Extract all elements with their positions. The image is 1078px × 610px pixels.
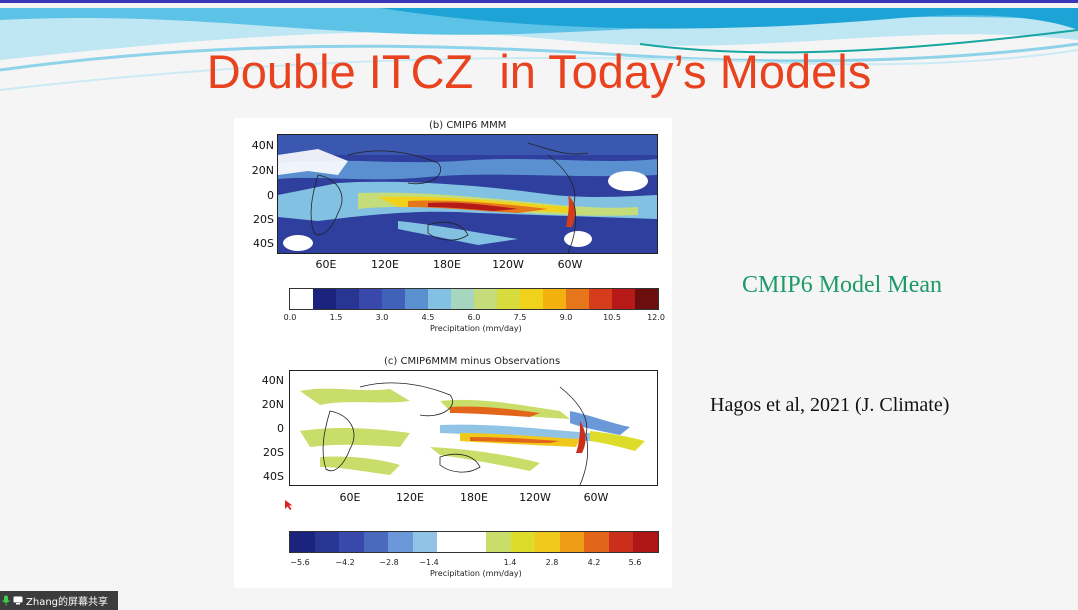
panel-b-lat-label: 40S (253, 237, 274, 250)
panel-c-lat-label: 20N (261, 398, 284, 411)
panel-c-lon-label: 180E (460, 491, 488, 504)
panel-b-colorbar-tick: 3.0 (375, 313, 389, 322)
panel-c-colorbar-tick: −2.8 (379, 558, 399, 567)
panel-b-title: (b) CMIP6 MMM (429, 120, 507, 131)
colorbar-segment (428, 289, 451, 309)
colorbar-segment (363, 532, 389, 552)
microphone-icon[interactable] (2, 595, 10, 606)
mouse-cursor-icon (285, 500, 293, 510)
colorbar-segment (486, 532, 511, 552)
screen-share-icon (13, 596, 23, 605)
colorbar-segment (633, 532, 658, 552)
panel-c-lon-label: 60W (583, 491, 609, 504)
panel-c-colorbar-tick: −5.6 (290, 558, 310, 567)
panel-b-lat-label: 20S (253, 213, 274, 226)
colorbar-segment (608, 532, 634, 552)
panel-b-colorbar-tick: 9.0 (559, 313, 573, 322)
panel-c-colorbar-tick: 4.2 (587, 558, 601, 567)
colorbar-segment (451, 289, 474, 309)
panel-b-colorbar-tick: 1.5 (329, 313, 343, 322)
panel-c-bias-map (289, 370, 658, 486)
reference-annotation: Hagos et al, 2021 (J. Climate) (710, 394, 950, 416)
panel-c-colorbar-tick: 5.6 (628, 558, 642, 567)
colorbar-segment (543, 289, 566, 309)
colorbar-segment (290, 289, 313, 309)
colorbar-segment (336, 289, 359, 309)
slide-title: Double ITCZ in Today’s Models (206, 45, 872, 98)
panel-c-colorbar-tick: −4.2 (335, 558, 355, 567)
panel-b-colorbar-label: Precipitation (mm/day) (430, 324, 522, 333)
colorbar-segment (520, 289, 543, 309)
colorbar-segment (584, 532, 609, 552)
panel-b-colorbar-tick: 10.5 (603, 313, 621, 322)
colorbar-segment (559, 532, 585, 552)
colorbar-segment (635, 289, 658, 309)
panel-c-colorbar-tick: 1.4 (503, 558, 517, 567)
panel-b-colorbar-tick: 4.5 (421, 313, 435, 322)
panel-b-colorbar-tick: 12.0 (647, 313, 665, 322)
panel-c-lat-label: 40S (263, 470, 284, 483)
colorbar-segment (290, 532, 315, 552)
model-mean-annotation: CMIP6 Model Mean (742, 272, 942, 298)
panel-c-colorbar-label: Precipitation (mm/day) (430, 569, 522, 578)
panel-b-colorbar-tick: 7.5 (513, 313, 527, 322)
panel-c-colorbar (289, 531, 659, 553)
panel-c-lat-label: 40N (261, 374, 284, 387)
panel-b-colorbar-tick: 0.0 (283, 313, 297, 322)
colorbar-segment (412, 532, 438, 552)
panel-c-colorbar-tick: 2.8 (545, 558, 559, 567)
panel-c-lat-label: 20S (263, 446, 284, 459)
panel-b-colorbar-tick: 6.0 (467, 313, 481, 322)
panel-c-lon-label: 120E (396, 491, 424, 504)
colorbar-segment (535, 532, 560, 552)
colorbar-segment (461, 532, 487, 552)
panel-b-precipitation-map (277, 134, 658, 254)
header-wave-decoration (0, 8, 1078, 91)
panel-b-lon-label: 120W (492, 258, 524, 271)
colorbar-segment (612, 289, 635, 309)
colorbar-segment (566, 289, 589, 309)
colorbar-segment (313, 289, 336, 309)
colorbar-segment (339, 532, 364, 552)
colorbar-segment (405, 289, 428, 309)
colorbar-segment (314, 532, 340, 552)
panel-c-title: (c) CMIP6MMM minus Observations (384, 356, 561, 367)
panel-b-lon-label: 180E (433, 258, 461, 271)
panel-b-lat-label: 20N (251, 164, 274, 177)
colorbar-segment (437, 532, 462, 552)
panel-b-lon-label: 60W (557, 258, 583, 271)
panel-b-lon-label: 120E (371, 258, 399, 271)
figure-panel: (b) CMIP6 MMM 40N 20N 0 20S 40S (234, 118, 672, 588)
panel-c-lon-label: 60E (339, 491, 361, 504)
panel-c-lon-label: 120W (519, 491, 551, 504)
panel-c-colorbar-tick: −1.4 (419, 558, 439, 567)
panel-b-lat-label: 0 (267, 189, 274, 202)
colorbar-segment (497, 289, 520, 309)
screen-share-label: Zhang的屏幕共享 (26, 597, 109, 608)
screen-share-indicator[interactable]: Zhang的屏幕共享 (0, 591, 118, 610)
colorbar-segment (382, 289, 405, 309)
colorbar-segment (359, 289, 382, 309)
colorbar-segment (388, 532, 413, 552)
window-top-border (0, 0, 1078, 3)
panel-b-lon-label: 60E (315, 258, 337, 271)
panel-c-lat-label: 0 (277, 422, 284, 435)
panel-b-lat-label: 40N (251, 139, 274, 152)
colorbar-segment (510, 532, 536, 552)
colorbar-segment (474, 289, 497, 309)
colorbar-segment (589, 289, 612, 309)
panel-b-colorbar (289, 288, 659, 310)
